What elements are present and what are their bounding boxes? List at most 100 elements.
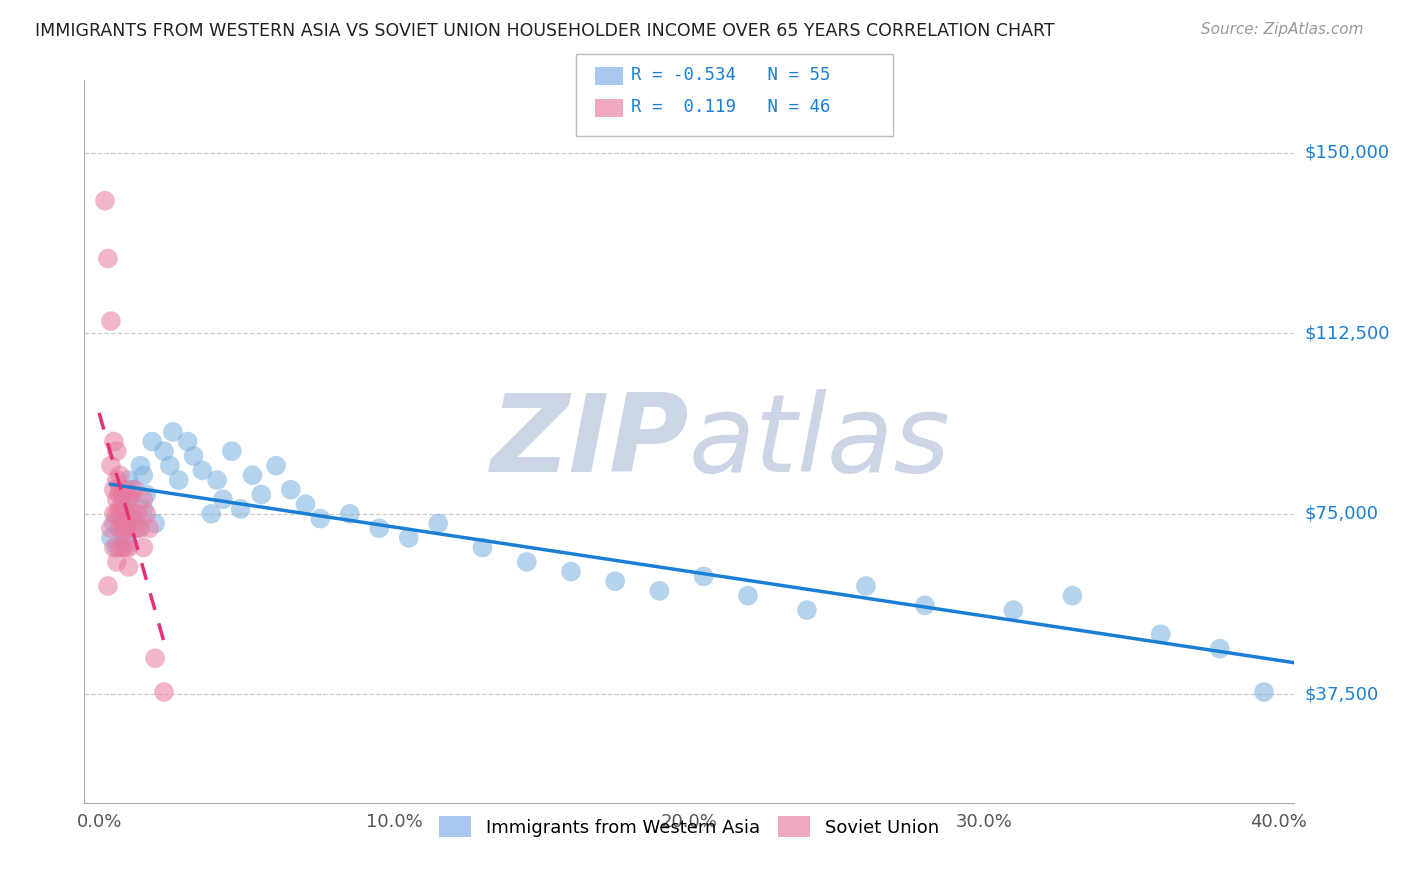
Point [108, 468, 131, 483]
Point [103, 483, 125, 497]
Point [153, 685, 176, 699]
Point [105, 473, 128, 487]
Point [124, 511, 146, 525]
Point [103, 541, 125, 555]
Point [212, 492, 235, 507]
Point [368, 521, 391, 535]
Text: $150,000: $150,000 [1305, 144, 1389, 161]
Point [129, 521, 152, 535]
Point [191, 463, 214, 477]
Point [1002, 603, 1025, 617]
Point [111, 497, 134, 511]
Point [200, 507, 222, 521]
Point [108, 487, 131, 501]
Point [605, 574, 627, 589]
Point [127, 521, 149, 535]
Point [114, 535, 136, 549]
Point [94, 194, 117, 208]
Point [914, 599, 936, 613]
Text: $75,000: $75,000 [1305, 505, 1379, 523]
Text: ZIP: ZIP [491, 389, 689, 494]
Point [855, 579, 877, 593]
Point [117, 511, 139, 525]
Point [132, 492, 155, 507]
Point [117, 492, 139, 507]
Point [250, 487, 273, 501]
Point [648, 583, 671, 598]
Point [398, 531, 420, 545]
Point [135, 487, 157, 501]
Point [692, 569, 714, 583]
Point [114, 541, 136, 555]
Point [97, 252, 120, 266]
Point [105, 541, 128, 555]
Legend: Immigrants from Western Asia, Soviet Union: Immigrants from Western Asia, Soviet Uni… [432, 809, 946, 845]
Point [100, 314, 122, 328]
Point [264, 458, 287, 473]
Point [132, 502, 155, 516]
Point [117, 473, 139, 487]
Point [737, 589, 759, 603]
Point [471, 541, 494, 555]
Point [294, 497, 316, 511]
Point [121, 507, 143, 521]
Point [159, 458, 181, 473]
Point [111, 526, 134, 541]
Text: $37,500: $37,500 [1305, 685, 1379, 704]
Point [135, 507, 157, 521]
Point [117, 492, 139, 507]
Point [176, 434, 198, 449]
Point [280, 483, 302, 497]
Point [339, 507, 361, 521]
Point [796, 603, 818, 617]
Text: R =  0.119   N = 46: R = 0.119 N = 46 [631, 98, 831, 116]
Text: atlas: atlas [689, 389, 950, 494]
Point [153, 444, 176, 458]
Point [100, 531, 122, 545]
Point [117, 541, 139, 555]
Point [105, 492, 128, 507]
Point [427, 516, 450, 531]
Point [143, 516, 166, 531]
Point [108, 521, 131, 535]
Point [111, 521, 134, 535]
Point [108, 507, 131, 521]
Point [117, 559, 139, 574]
Point [1062, 589, 1084, 603]
Point [121, 487, 143, 501]
Point [108, 502, 131, 516]
Point [183, 449, 205, 463]
Point [141, 434, 163, 449]
Point [129, 458, 152, 473]
Point [242, 468, 264, 483]
Point [516, 555, 538, 569]
Point [103, 516, 125, 531]
Point [103, 434, 125, 449]
Point [124, 483, 146, 497]
Point [114, 483, 136, 497]
Text: Source: ZipAtlas.com: Source: ZipAtlas.com [1201, 22, 1364, 37]
Point [205, 473, 228, 487]
Point [105, 444, 128, 458]
Point [111, 487, 134, 501]
Point [111, 507, 134, 521]
Point [97, 579, 120, 593]
Point [309, 511, 332, 525]
Point [1150, 627, 1173, 641]
Point [127, 507, 149, 521]
Point [162, 425, 184, 439]
Point [143, 651, 166, 665]
Point [103, 507, 125, 521]
Text: R = -0.534   N = 55: R = -0.534 N = 55 [631, 66, 831, 84]
Point [100, 521, 122, 535]
Point [108, 541, 131, 555]
Point [1253, 685, 1275, 699]
Point [108, 483, 131, 497]
Point [229, 502, 252, 516]
Point [114, 502, 136, 516]
Point [560, 565, 582, 579]
Point [117, 521, 139, 535]
Point [138, 521, 160, 535]
Text: $112,500: $112,500 [1305, 324, 1391, 343]
Point [167, 473, 190, 487]
